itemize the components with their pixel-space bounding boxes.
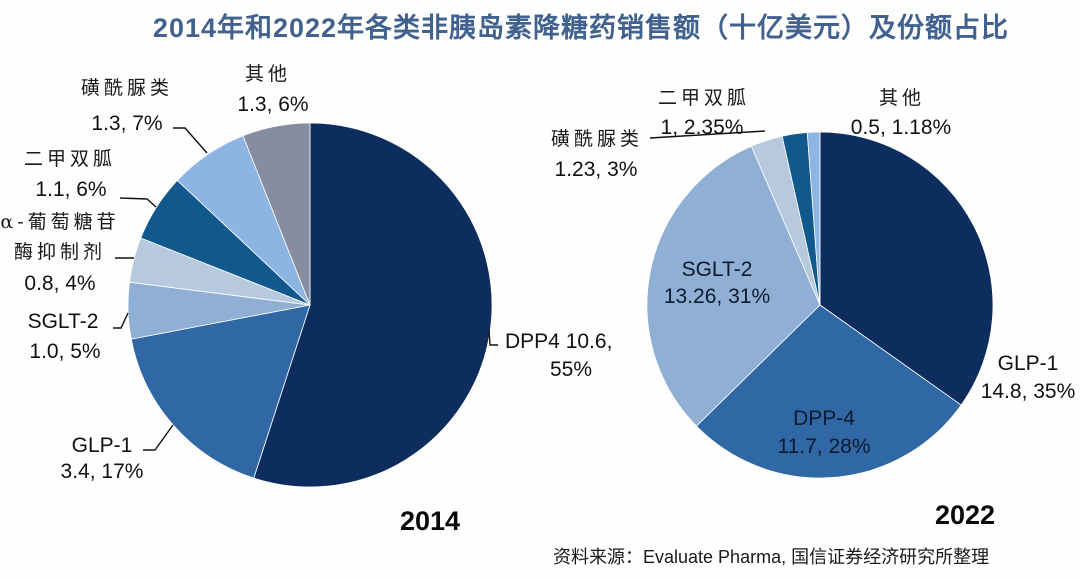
pie-2014-slice-6: [242, 122, 311, 306]
data-label-2014-glp1-name: GLP-1: [72, 434, 133, 457]
data-label-2022-dpp4-value: 11.7, 28%: [777, 435, 870, 458]
pie-2022-slice-2: [646, 145, 821, 427]
data-label-2022-glp1-value: 14.8, 35%: [981, 380, 1076, 403]
leader-line-2014-sulfonylurea: [173, 127, 208, 154]
data-label-2022-sulfonylurea-name: 磺酰脲类: [551, 128, 643, 150]
data-label-2014-sulfonylurea-value: 1.3, 7%: [91, 112, 162, 135]
data-label-2014-metformin-value: 1.1, 6%: [35, 178, 106, 201]
chart-title: 2014年和2022年各类非胰岛素降糖药销售额（十亿美元）及份额占比: [153, 12, 1009, 43]
pie-2022: [646, 131, 994, 479]
data-label-2022-sglt2-name: SGLT-2: [682, 258, 753, 281]
labels-2014: DPP4 10.6, 55% GLP-1 3.4, 17% SGLT-2 1.0…: [0, 63, 612, 483]
labels-2022: GLP-1 14.8, 35% DPP-4 11.7, 28% SGLT-2 1…: [551, 87, 1075, 458]
data-label-2014-other-name: 其他: [245, 63, 291, 85]
pie-title-2014: 2014: [400, 506, 460, 536]
leader-line-2014-dpp4: [488, 329, 498, 346]
leader-line-2014-metformin: [119, 197, 157, 208]
data-label-2014-sulfonylurea-name: 磺酰脲类: [81, 77, 173, 99]
pie-2022-slice-5: [806, 131, 821, 306]
leader-line-2014-glp1: [143, 424, 174, 451]
data-label-2022-metformin-name: 二甲双胍: [658, 87, 750, 109]
data-label-2014-alpha-name-line2: 酶抑制剂: [14, 241, 106, 263]
data-label-2014-other-value: 1.3, 6%: [237, 93, 308, 116]
data-label-2014-dpp4-line1: DPP4 10.6,: [505, 330, 612, 353]
data-label-2022-sulfonylurea-value: 1.23, 3%: [555, 158, 638, 181]
data-label-2014-dpp4-line2: 55%: [550, 358, 592, 381]
pie-title-2022: 2022: [935, 500, 995, 530]
leader-line-2014-sglt2: [113, 312, 129, 329]
data-label-2014-metformin-name: 二甲双胍: [24, 148, 116, 170]
data-label-2014-sglt2-value: 1.0, 5%: [29, 340, 100, 363]
data-label-2014-alpha-value: 0.8, 4%: [24, 272, 95, 295]
leader-line-2022-sulfonylurea: [649, 130, 766, 139]
data-label-2022-glp1-name: GLP-1: [998, 352, 1059, 375]
data-label-2022-other-name: 其他: [879, 87, 925, 109]
source-note: 资料来源：Evaluate Pharma, 国信证券经济研究所整理: [553, 547, 989, 567]
data-label-2014-sglt2-name: SGLT-2: [28, 310, 99, 333]
pie-2022-slice-0: [819, 131, 994, 406]
data-label-2014-alpha-name-line1: α-葡萄糖苷: [0, 211, 119, 233]
data-label-2022-dpp4-name: DPP-4: [793, 407, 855, 430]
data-label-2014-glp1-value: 3.4, 17%: [61, 460, 144, 483]
data-label-2022-other-value: 0.5, 1.18%: [851, 116, 951, 139]
data-label-2022-sglt2-value: 13.26, 31%: [664, 285, 770, 308]
pie-2014: [127, 122, 493, 488]
data-label-2022-metformin-value: 1, 2.35%: [661, 116, 744, 139]
pie-2022-slice-1: [695, 304, 962, 479]
